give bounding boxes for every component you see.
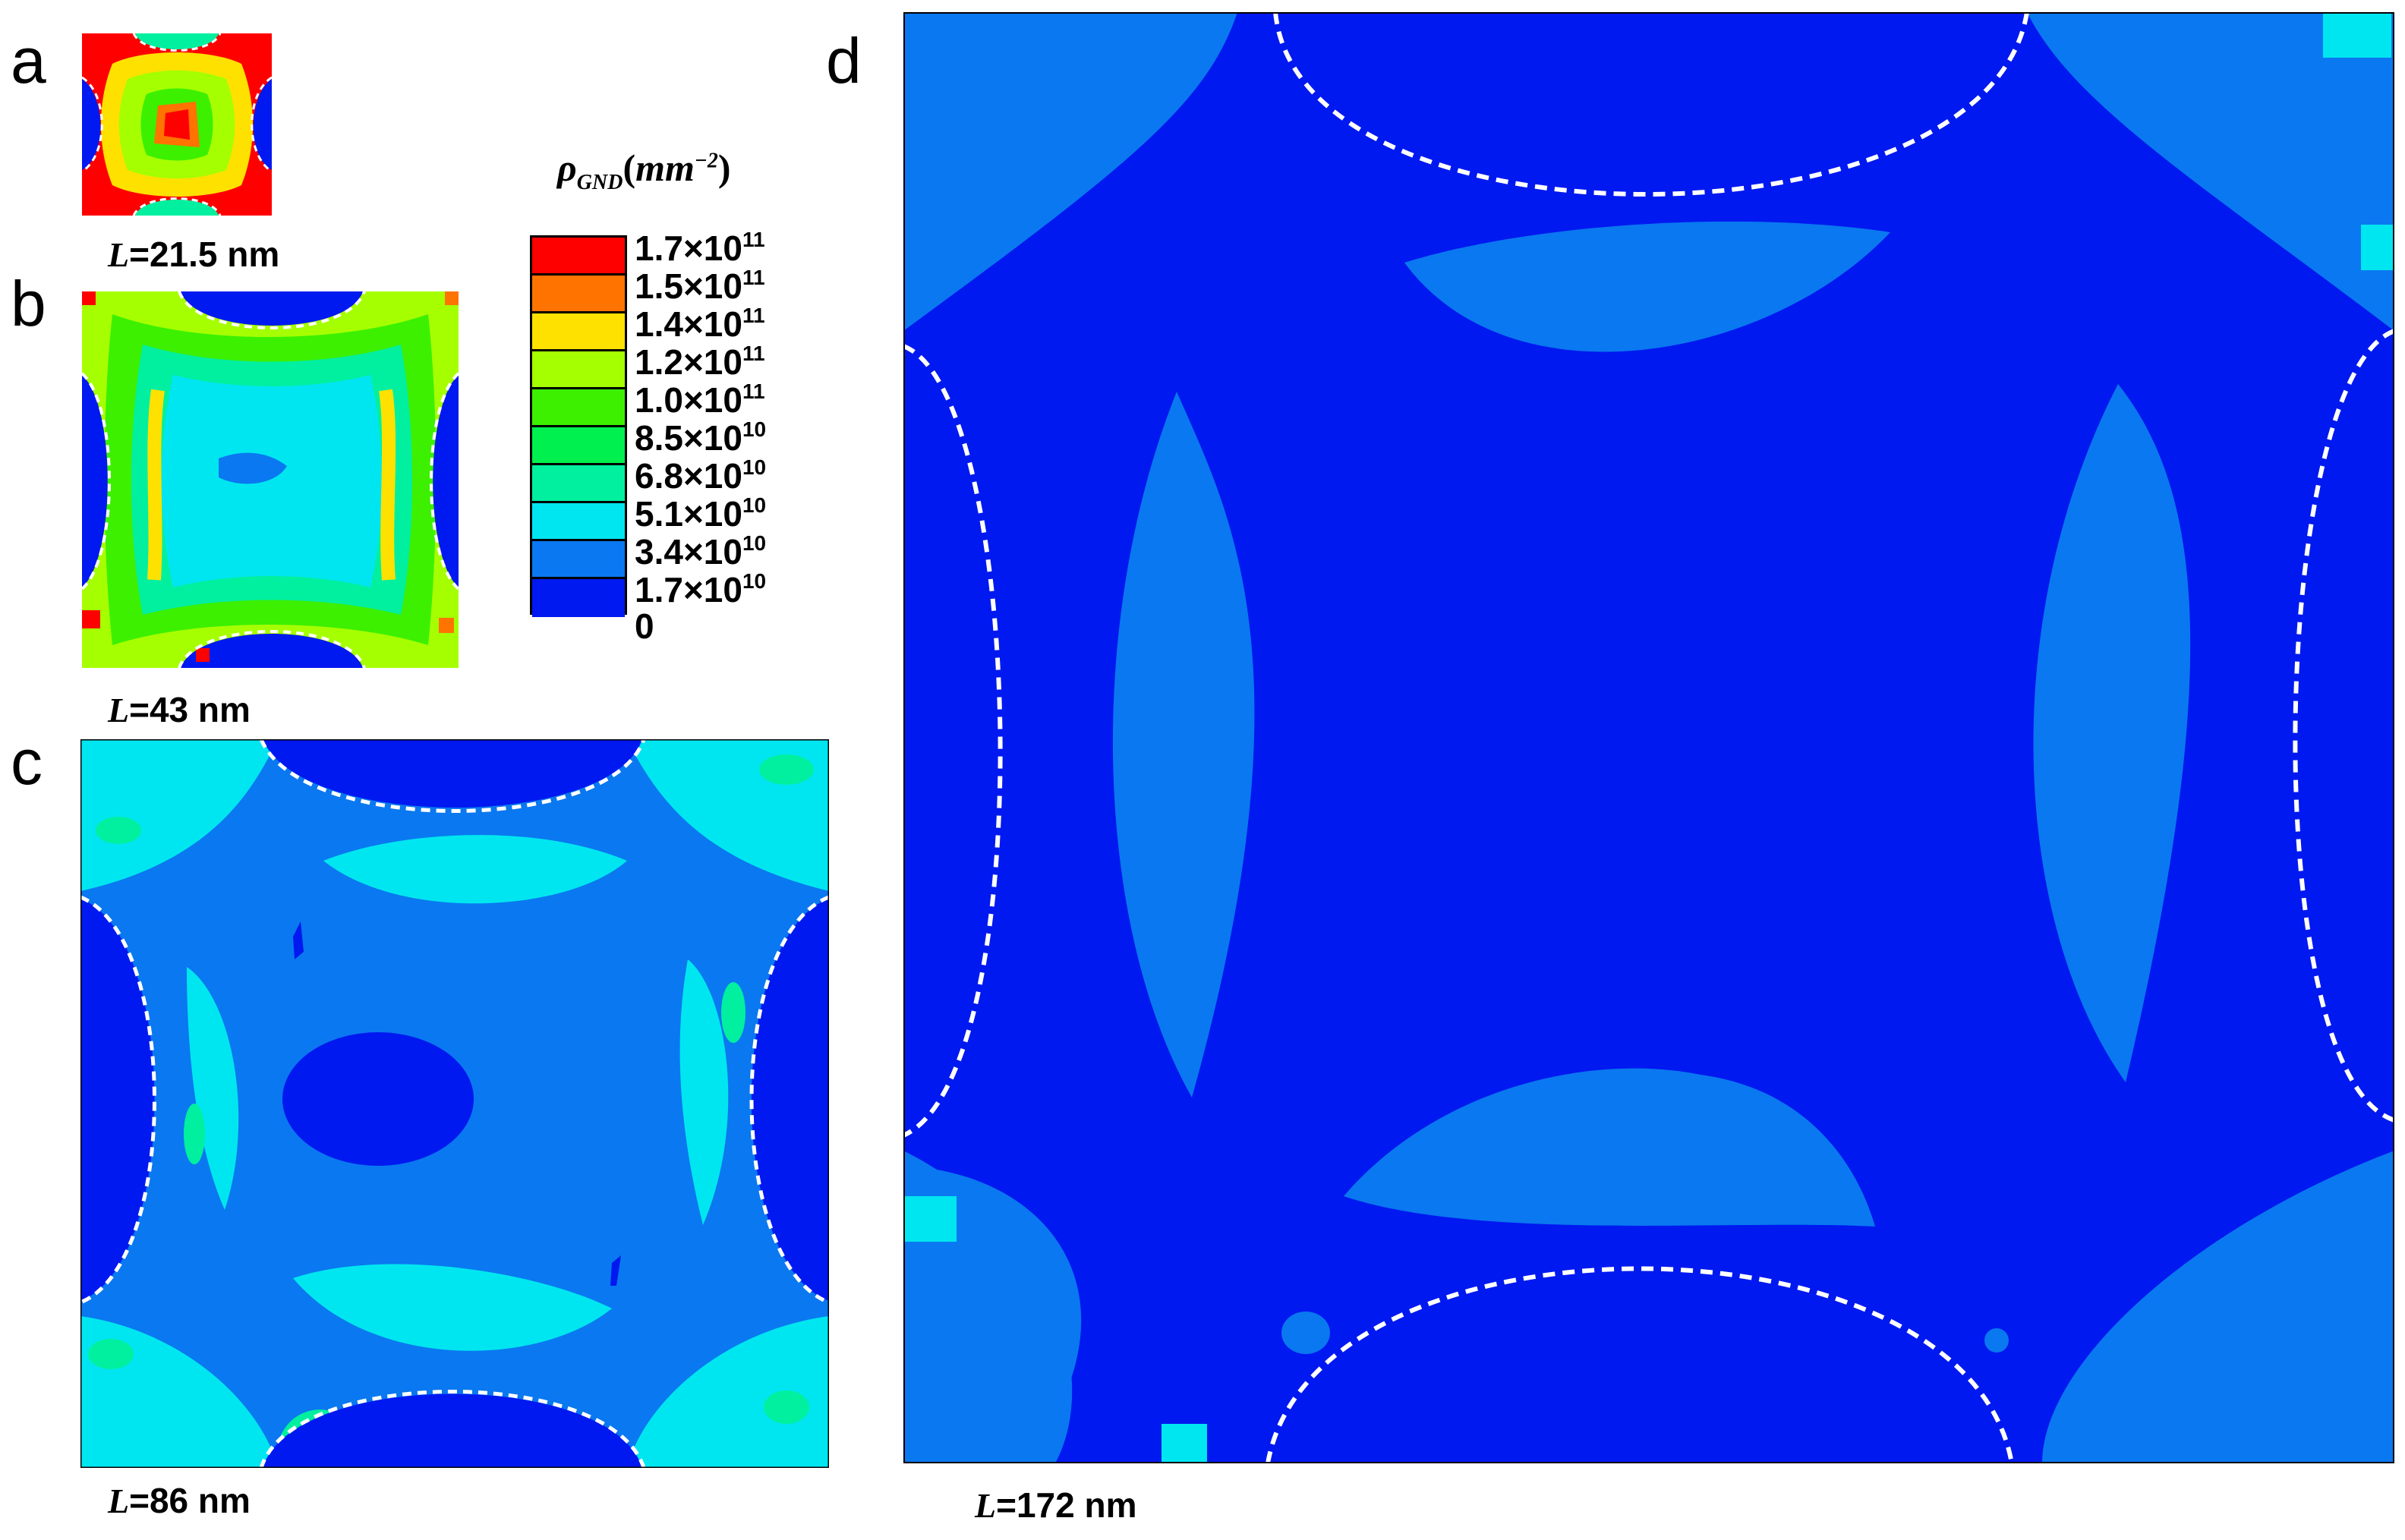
tick-exponent: 10 bbox=[742, 455, 767, 479]
tick-exponent: 10 bbox=[742, 569, 767, 593]
colorbar-swatch bbox=[532, 427, 625, 465]
legend-symbol: ρ bbox=[557, 146, 577, 189]
colorbar-swatch bbox=[532, 503, 625, 541]
caption-b-var: L bbox=[108, 691, 130, 729]
colorbar-swatch bbox=[532, 313, 625, 351]
panel-label-c: c bbox=[11, 726, 43, 798]
caption-c: L=86 nm bbox=[108, 1483, 251, 1519]
caption-b: L=43 nm bbox=[108, 692, 251, 728]
legend-title: ρGND(mm−2) bbox=[557, 146, 731, 194]
tick-exponent: 11 bbox=[742, 266, 765, 289]
legend-exponent: −2 bbox=[694, 149, 718, 173]
tick-mantissa: 1.4×10 bbox=[635, 304, 742, 344]
tick-mantissa: 1.7×10 bbox=[635, 228, 742, 268]
tick-mantissa: 6.8×10 bbox=[635, 456, 742, 496]
colorbar-tick-label: 8.5×1010 bbox=[635, 417, 767, 458]
caption-a-var: L bbox=[108, 235, 130, 274]
colorbar-tick-label: 3.4×1010 bbox=[635, 531, 767, 572]
colorbar-tick-label: 6.8×1010 bbox=[635, 455, 767, 496]
tick-exponent: 10 bbox=[742, 417, 767, 441]
tick-exponent: 10 bbox=[742, 531, 767, 555]
tick-exponent: 10 bbox=[742, 493, 767, 517]
colorbar-swatch bbox=[532, 541, 625, 579]
tick-exponent: 11 bbox=[742, 379, 765, 403]
caption-d-value: =172 nm bbox=[996, 1485, 1137, 1525]
tick-mantissa: 1.2×10 bbox=[635, 342, 742, 382]
caption-a-value: =21.5 nm bbox=[129, 235, 280, 274]
colorbar bbox=[530, 235, 627, 617]
colorbar-swatch bbox=[532, 465, 625, 503]
panel-label-d: d bbox=[826, 25, 862, 96]
caption-b-value: =43 nm bbox=[129, 690, 251, 729]
colorbar-tick-label: 1.0×1011 bbox=[635, 379, 765, 420]
colorbar-tick-label: 1.2×1011 bbox=[635, 342, 765, 382]
contour-map-c bbox=[80, 739, 829, 1468]
colorbar-tick-label: 1.7×1010 bbox=[635, 569, 767, 609]
tick-mantissa: 3.4×10 bbox=[635, 532, 742, 572]
tick-mantissa: 1.0×10 bbox=[635, 380, 742, 420]
tick-mantissa: 0 bbox=[635, 606, 654, 646]
legend-unit: mm bbox=[635, 146, 695, 189]
tick-mantissa: 5.1×10 bbox=[635, 494, 742, 534]
tick-mantissa: 8.5×10 bbox=[635, 418, 742, 458]
panel-label-a: a bbox=[11, 25, 46, 96]
caption-c-value: =86 nm bbox=[129, 1481, 251, 1520]
colorbar-tick-label: 1.4×1011 bbox=[635, 305, 765, 342]
colorbar-tick-label: 5.1×1010 bbox=[635, 493, 767, 534]
legend-subscript: GND bbox=[576, 171, 623, 194]
colorbar-tick-label: 1.5×1011 bbox=[635, 267, 765, 304]
contour-map-b bbox=[82, 291, 459, 668]
caption-a: L=21.5 nm bbox=[108, 237, 279, 272]
tick-exponent: 11 bbox=[742, 228, 765, 251]
tick-mantissa: 1.7×10 bbox=[635, 570, 742, 609]
colorbar-swatch bbox=[532, 351, 625, 389]
tick-exponent: 11 bbox=[742, 342, 765, 365]
colorbar-tick-label: 0 bbox=[635, 609, 654, 644]
contour-map-d bbox=[903, 12, 2394, 1463]
colorbar-swatch bbox=[532, 276, 625, 313]
caption-c-var: L bbox=[108, 1482, 130, 1520]
caption-d: L=172 nm bbox=[975, 1488, 1137, 1523]
panel-label-b: b bbox=[11, 268, 46, 339]
tick-mantissa: 1.5×10 bbox=[635, 266, 742, 306]
colorbar-swatch bbox=[532, 389, 625, 427]
colorbar-tick-label: 1.7×1011 bbox=[635, 229, 765, 266]
tick-exponent: 11 bbox=[742, 304, 765, 327]
contour-map-a bbox=[82, 33, 272, 216]
caption-d-var: L bbox=[975, 1486, 997, 1525]
colorbar-swatch bbox=[532, 579, 625, 617]
colorbar-swatch bbox=[532, 238, 625, 276]
